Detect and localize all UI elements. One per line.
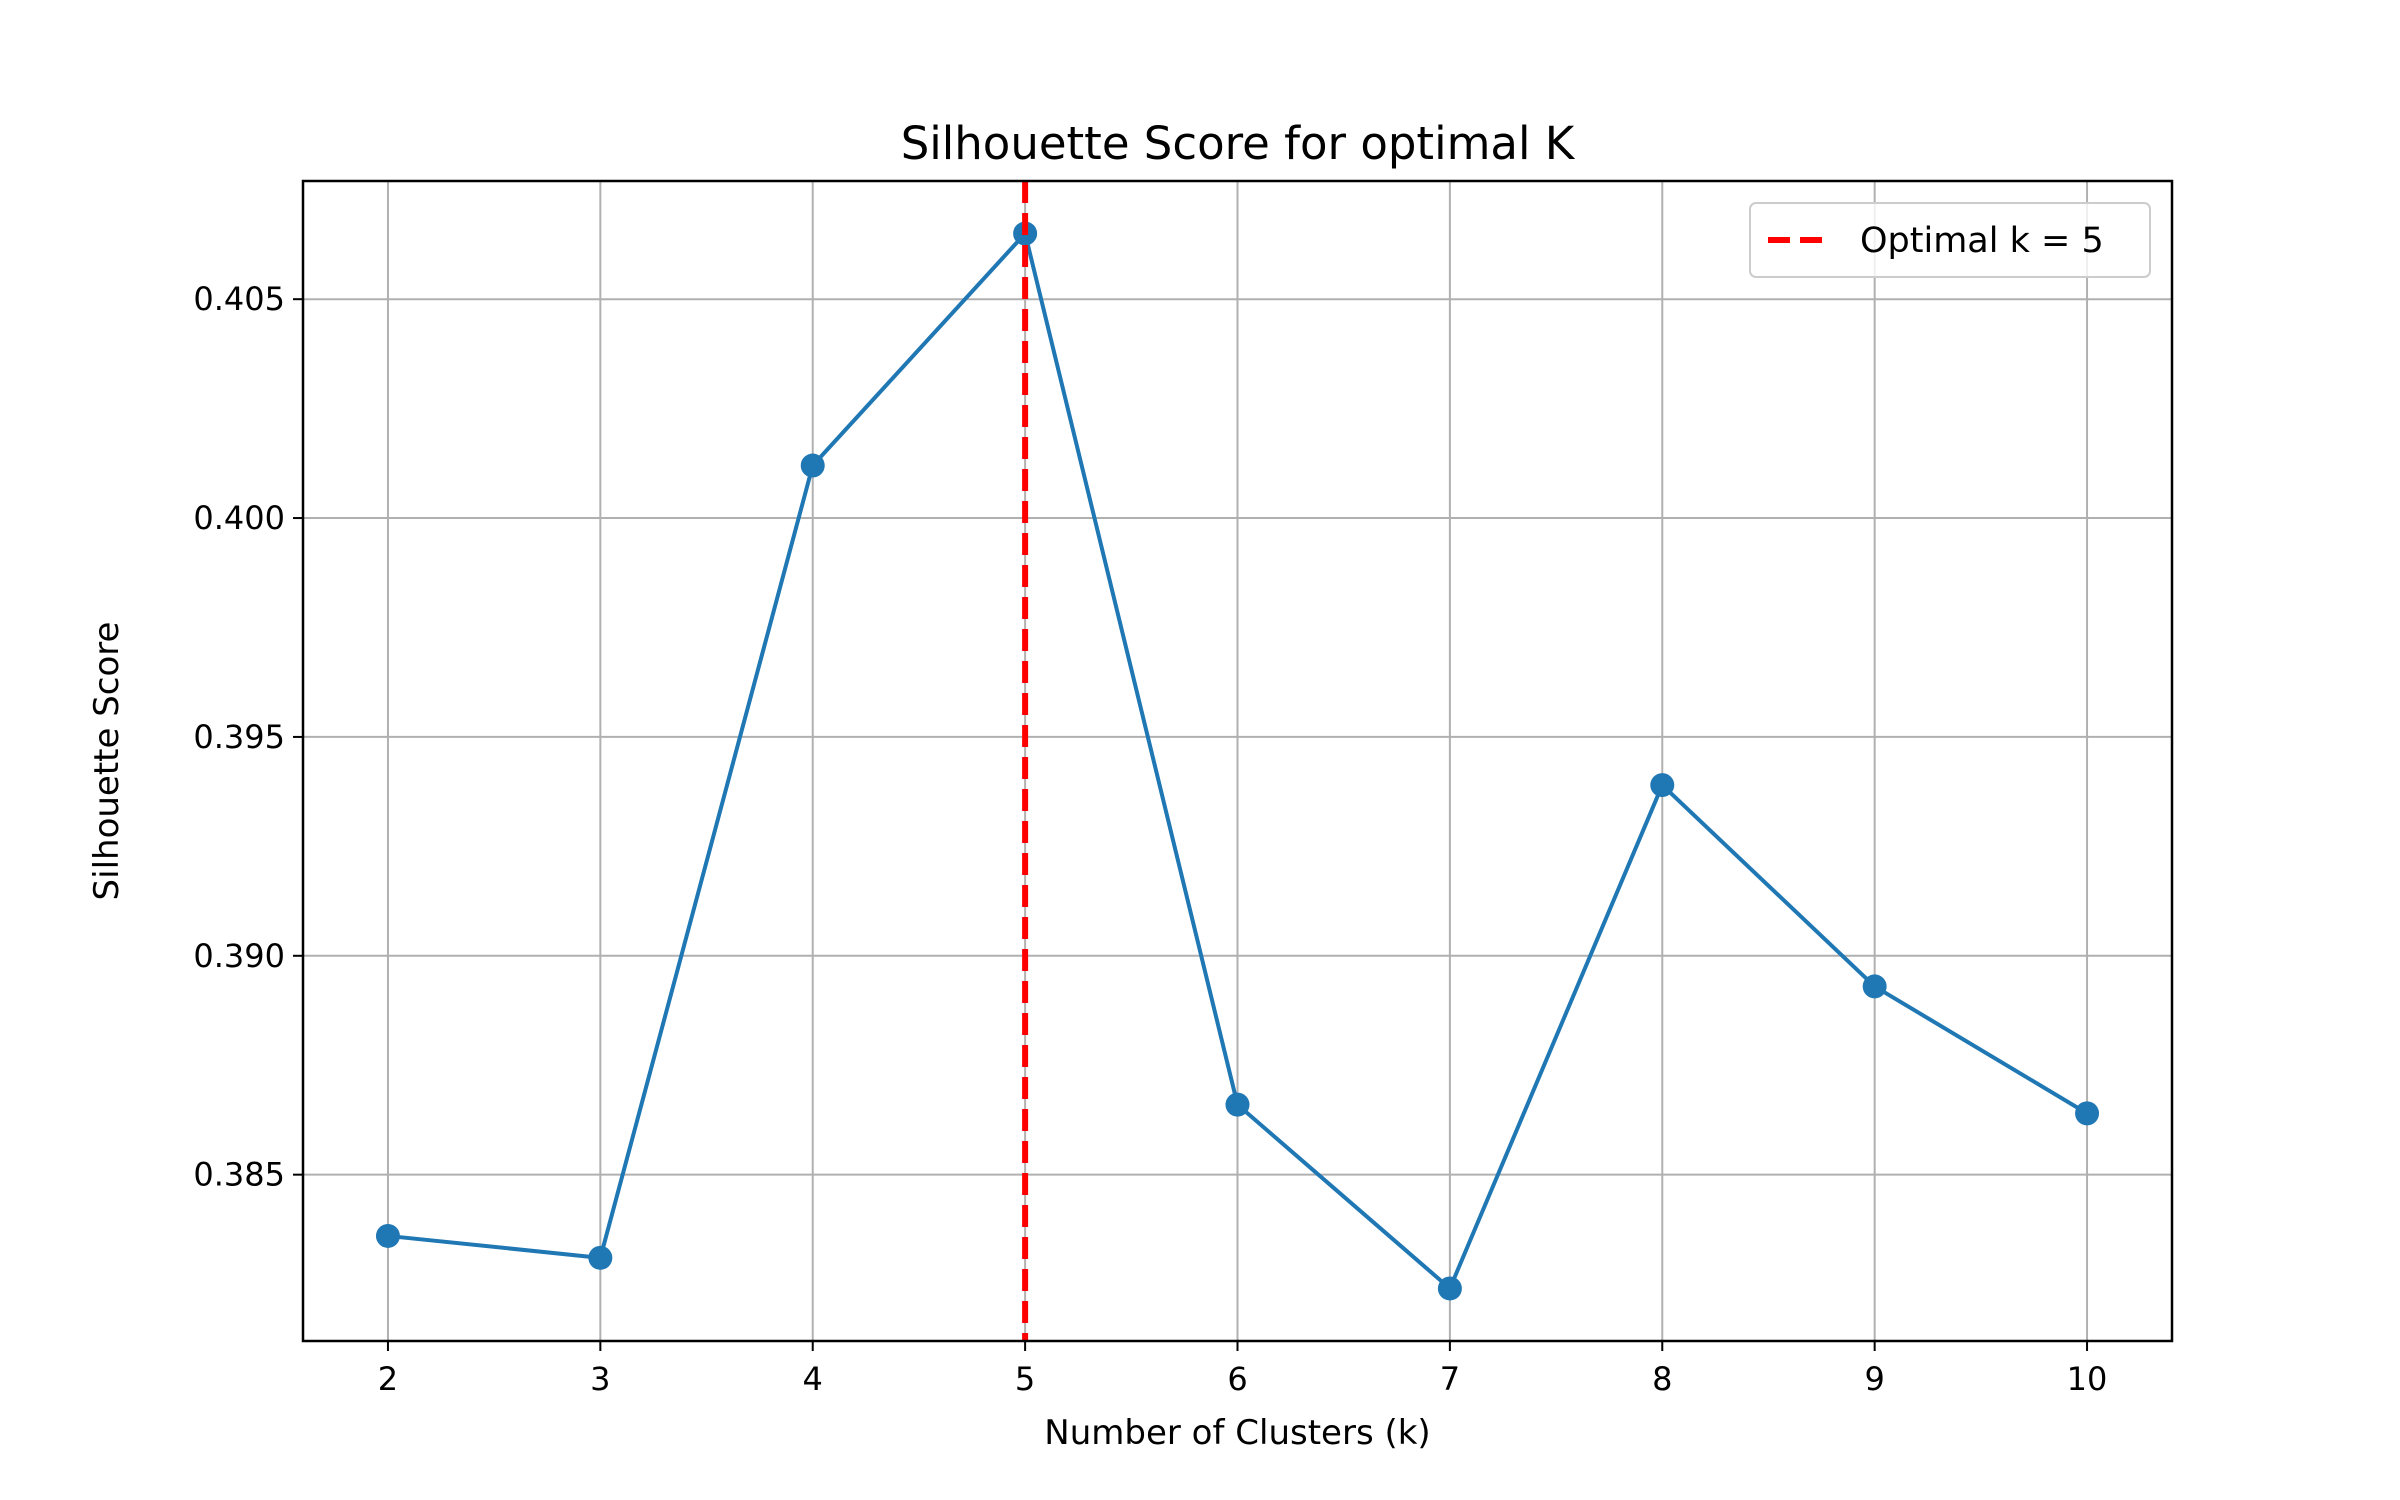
- x-tick-label: 4: [803, 1360, 823, 1398]
- data-point: [1225, 1092, 1250, 1117]
- data-point: [588, 1245, 613, 1270]
- data-point: [2075, 1101, 2100, 1126]
- data-point: [1862, 974, 1887, 999]
- x-tick-label: 10: [2067, 1360, 2108, 1398]
- y-axis-label: Silhouette Score: [87, 622, 127, 901]
- grid-layer: [303, 181, 2172, 1341]
- data-point: [800, 453, 825, 478]
- legend: Optimal k = 5: [1749, 202, 2151, 278]
- x-tick-label: 9: [1864, 1360, 1884, 1398]
- data-point: [1437, 1276, 1462, 1301]
- data-point: [1650, 773, 1675, 798]
- y-tick-label: 0.400: [193, 499, 285, 537]
- x-tick-label: 2: [378, 1360, 398, 1398]
- data-point: [375, 1223, 400, 1248]
- data-layer: [375, 181, 2100, 1341]
- y-tick-label: 0.385: [193, 1156, 285, 1194]
- x-tick-label: 5: [1015, 1360, 1035, 1398]
- y-tick-label: 0.390: [193, 937, 285, 975]
- y-tick-label: 0.395: [193, 718, 285, 756]
- x-tick-label: 7: [1440, 1360, 1460, 1398]
- x-tick-label: 3: [590, 1360, 610, 1398]
- tick-layer: 2 3 4 5 6 7 8 9 10 0.385 0.390 0.395 0.400 0.405: [193, 280, 2107, 1398]
- chart-title: Silhouette Score for optimal K: [901, 117, 1576, 170]
- y-tick-label: 0.405: [193, 280, 285, 318]
- x-axis-label: Number of Clusters (k): [1044, 1413, 1430, 1453]
- legend-label-optimal-k: Optimal k = 5: [1860, 221, 2104, 261]
- x-tick-label: 8: [1652, 1360, 1672, 1398]
- legend-box: [1749, 202, 2151, 278]
- x-tick-label: 6: [1227, 1360, 1247, 1398]
